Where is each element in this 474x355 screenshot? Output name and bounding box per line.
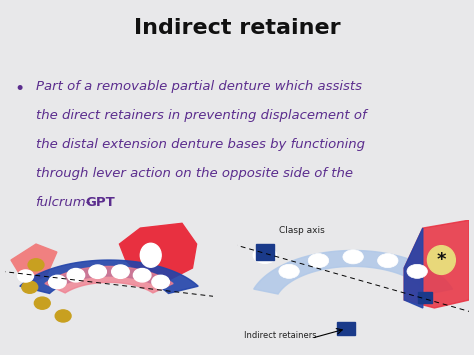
Circle shape bbox=[253, 247, 276, 263]
Text: the distal extension denture bases by functioning: the distal extension denture bases by fu… bbox=[36, 138, 365, 151]
Circle shape bbox=[67, 268, 85, 282]
Circle shape bbox=[152, 275, 169, 289]
Polygon shape bbox=[404, 220, 469, 308]
Text: *: * bbox=[437, 251, 446, 269]
Circle shape bbox=[112, 265, 129, 278]
Polygon shape bbox=[404, 228, 423, 308]
Polygon shape bbox=[337, 322, 356, 335]
Polygon shape bbox=[418, 292, 432, 303]
Text: GPT: GPT bbox=[85, 196, 115, 209]
Text: Indirect retainers: Indirect retainers bbox=[244, 331, 317, 340]
Circle shape bbox=[28, 259, 44, 271]
Circle shape bbox=[34, 297, 50, 309]
Circle shape bbox=[378, 253, 398, 268]
Circle shape bbox=[133, 268, 151, 282]
Ellipse shape bbox=[428, 246, 456, 274]
Text: through lever action on the opposite side of the: through lever action on the opposite sid… bbox=[36, 167, 353, 180]
Polygon shape bbox=[20, 260, 198, 294]
Text: the direct retainers in preventing displacement of: the direct retainers in preventing displ… bbox=[36, 109, 366, 122]
Circle shape bbox=[49, 275, 66, 289]
Text: Indirect retainer: Indirect retainer bbox=[134, 18, 340, 38]
Circle shape bbox=[89, 265, 106, 278]
Circle shape bbox=[55, 310, 71, 322]
Polygon shape bbox=[254, 251, 453, 294]
Polygon shape bbox=[255, 244, 274, 260]
Circle shape bbox=[18, 270, 34, 282]
Text: Clasp axis: Clasp axis bbox=[279, 226, 325, 235]
Circle shape bbox=[407, 264, 428, 278]
Text: fulcrum-: fulcrum- bbox=[36, 196, 91, 209]
Polygon shape bbox=[119, 223, 197, 284]
Polygon shape bbox=[45, 267, 173, 293]
Ellipse shape bbox=[140, 243, 161, 267]
Text: •: • bbox=[14, 80, 25, 98]
Circle shape bbox=[308, 253, 328, 268]
Circle shape bbox=[22, 281, 38, 293]
Circle shape bbox=[343, 250, 364, 264]
Polygon shape bbox=[11, 244, 57, 284]
Circle shape bbox=[279, 264, 299, 278]
Text: Part of a removable partial denture which assists: Part of a removable partial denture whic… bbox=[36, 80, 362, 93]
